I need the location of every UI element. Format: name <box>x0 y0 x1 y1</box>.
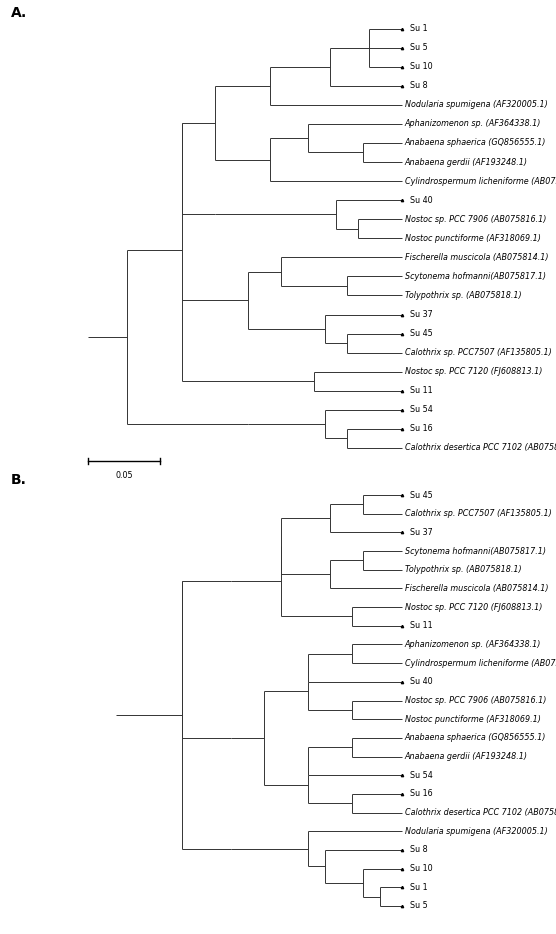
Text: Nodularia spumigena (AF320005.1): Nodularia spumigena (AF320005.1) <box>405 827 547 836</box>
Text: Anabaena gerdii (AF193248.1): Anabaena gerdii (AF193248.1) <box>405 158 528 166</box>
Text: Fischerella muscicola (AB075814.1): Fischerella muscicola (AB075814.1) <box>405 584 548 593</box>
Text: Anabaena sphaerica (GQ856555.1): Anabaena sphaerica (GQ856555.1) <box>405 733 546 743</box>
Text: Nostoc sp. PCC 7906 (AB075816.1): Nostoc sp. PCC 7906 (AB075816.1) <box>405 215 546 224</box>
Text: Tolypothrix sp. (AB075818.1): Tolypothrix sp. (AB075818.1) <box>405 565 522 574</box>
Text: Scytonema hofmanni(AB075817.1): Scytonema hofmanni(AB075817.1) <box>405 546 545 556</box>
Text: Nostoc sp. PCC 7120 (FJ608813.1): Nostoc sp. PCC 7120 (FJ608813.1) <box>405 367 542 376</box>
Text: Anabaena sphaerica (GQ856555.1): Anabaena sphaerica (GQ856555.1) <box>405 138 546 148</box>
Text: Su 54: Su 54 <box>410 771 433 780</box>
Text: Su 5: Su 5 <box>410 901 428 911</box>
Text: Su 40: Su 40 <box>410 677 433 686</box>
Text: Su 45: Su 45 <box>410 490 433 500</box>
Text: Nostoc punctiforme (AF318069.1): Nostoc punctiforme (AF318069.1) <box>405 715 540 724</box>
Text: Scytonema hofmanni(AB075817.1): Scytonema hofmanni(AB075817.1) <box>405 272 545 281</box>
Text: Cylindrospermum licheniforme (AB075810.1): Cylindrospermum licheniforme (AB075810.1… <box>405 177 556 186</box>
Text: Su 16: Su 16 <box>410 789 433 799</box>
Text: Su 8: Su 8 <box>410 845 428 855</box>
Text: Su 1: Su 1 <box>410 24 428 33</box>
Text: Cylindrospermum licheniforme (AB075810.1): Cylindrospermum licheniforme (AB075810.1… <box>405 658 556 668</box>
Text: Su 54: Su 54 <box>410 405 433 415</box>
Text: Su 40: Su 40 <box>410 195 433 205</box>
Text: Anabaena gerdii (AF193248.1): Anabaena gerdii (AF193248.1) <box>405 752 528 761</box>
Text: Su 11: Su 11 <box>410 621 433 630</box>
Text: Nostoc sp. PCC 7906 (AB075816.1): Nostoc sp. PCC 7906 (AB075816.1) <box>405 696 546 705</box>
Text: Calothrix sp. PCC7507 (AF135805.1): Calothrix sp. PCC7507 (AF135805.1) <box>405 509 552 518</box>
Text: Nodularia spumigena (AF320005.1): Nodularia spumigena (AF320005.1) <box>405 100 547 109</box>
Text: Calothrix desertica PCC 7102 (AB075807.1): Calothrix desertica PCC 7102 (AB075807.1… <box>405 444 556 452</box>
Text: Nostoc sp. PCC 7120 (FJ608813.1): Nostoc sp. PCC 7120 (FJ608813.1) <box>405 602 542 612</box>
Text: Su 16: Su 16 <box>410 424 433 433</box>
Text: Calothrix desertica PCC 7102 (AB075807.1): Calothrix desertica PCC 7102 (AB075807.1… <box>405 808 556 817</box>
Text: Su 8: Su 8 <box>410 81 428 91</box>
Text: Su 5: Su 5 <box>410 43 428 52</box>
Text: B.: B. <box>11 474 27 487</box>
Text: Calothrix sp. PCC7507 (AF135805.1): Calothrix sp. PCC7507 (AF135805.1) <box>405 348 552 357</box>
Text: Su 37: Su 37 <box>410 310 433 319</box>
Text: Aphanizomenon sp. (AF364338.1): Aphanizomenon sp. (AF364338.1) <box>405 640 541 649</box>
Text: Fischerella muscicola (AB075814.1): Fischerella muscicola (AB075814.1) <box>405 253 548 262</box>
Text: Su 10: Su 10 <box>410 63 433 71</box>
Text: A.: A. <box>11 7 27 21</box>
Text: Su 11: Su 11 <box>410 387 433 395</box>
Text: Su 1: Su 1 <box>410 883 428 892</box>
Text: Nostoc punctiforme (AF318069.1): Nostoc punctiforme (AF318069.1) <box>405 234 540 243</box>
Text: Su 10: Su 10 <box>410 864 433 873</box>
Text: Tolypothrix sp. (AB075818.1): Tolypothrix sp. (AB075818.1) <box>405 291 522 300</box>
Text: Su 37: Su 37 <box>410 528 433 537</box>
Text: Aphanizomenon sp. (AF364338.1): Aphanizomenon sp. (AF364338.1) <box>405 120 541 128</box>
Text: Su 45: Su 45 <box>410 329 433 338</box>
Text: 0.05: 0.05 <box>115 471 133 480</box>
